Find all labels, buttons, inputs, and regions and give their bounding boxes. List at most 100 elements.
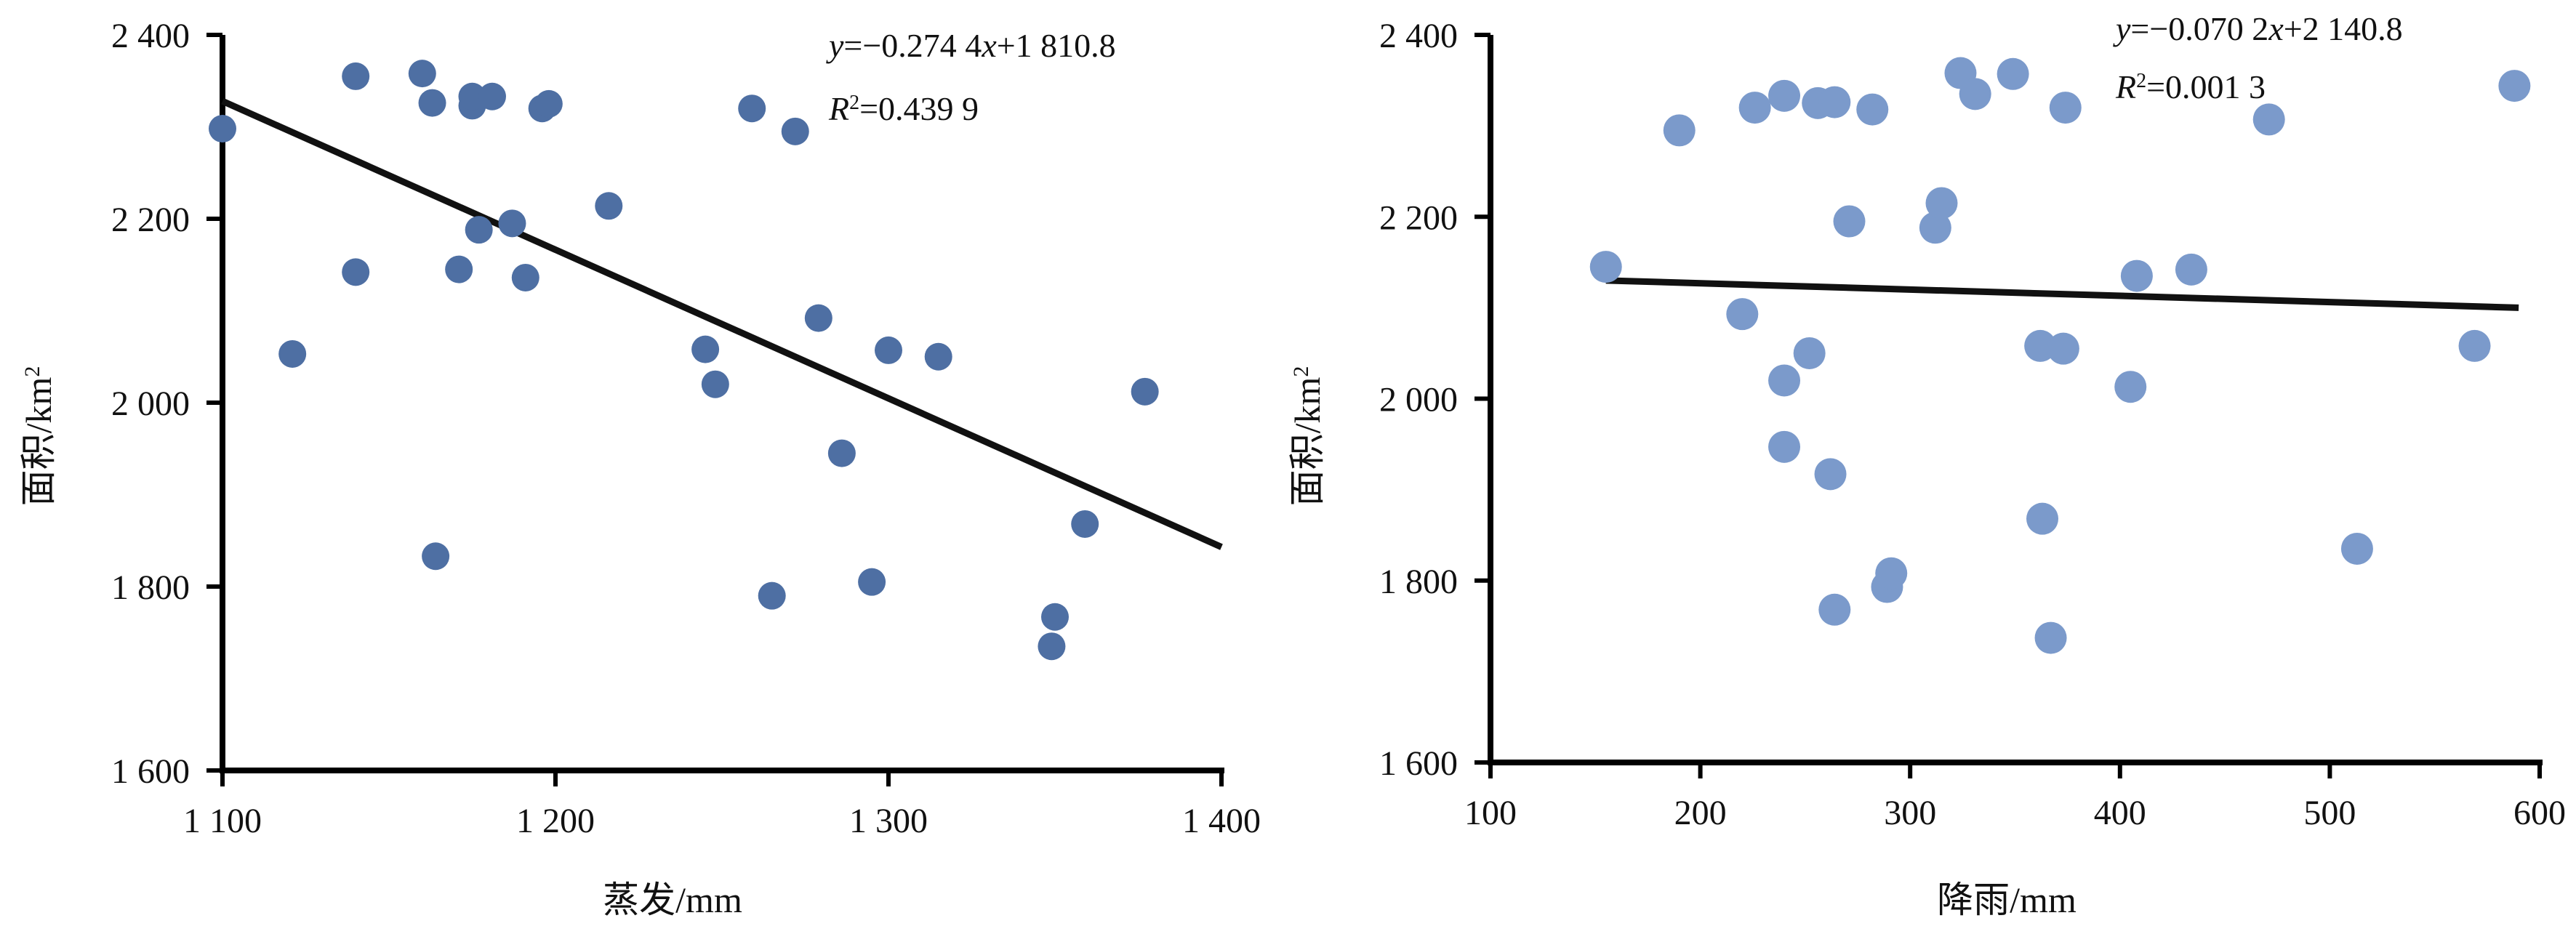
rainfall-data-point	[2175, 253, 2207, 286]
evaporation-data-point	[875, 336, 902, 364]
evaporation-data-point	[465, 216, 493, 244]
rainfall-data-point	[1768, 364, 1801, 397]
rainfall-y-tick-label: 2 400	[1379, 17, 1458, 55]
rainfall-data-point	[2049, 92, 2082, 124]
evaporation-y-tick-label: 2 200	[111, 201, 190, 239]
rainfall-data-point	[1833, 205, 1866, 238]
rainfall-data-point	[2340, 532, 2373, 565]
evaporation-data-point	[1071, 510, 1099, 538]
evaporation-data-point	[458, 82, 486, 110]
rainfall-data-point	[1589, 251, 1622, 283]
evaporation-y-tick-label: 1 600	[111, 752, 190, 791]
evaporation-data-point	[418, 89, 446, 117]
rainfall-data-point	[1818, 593, 1851, 626]
rainfall-data-point	[2458, 329, 2491, 362]
rainfall-data-point	[1814, 458, 1847, 491]
evaporation-data-point	[1041, 603, 1069, 631]
evaporation-chart-axes	[220, 35, 1224, 773]
rainfall-data-point	[2047, 332, 2079, 365]
rainfall-data-point	[1768, 430, 1801, 463]
rainfall-data-point	[1925, 187, 1958, 220]
rainfall-data-point	[2120, 259, 2153, 292]
evaporation-data-point	[278, 339, 307, 368]
evaporation-x-tick-label: 1 300	[849, 802, 928, 840]
evaporation-data-point	[342, 62, 370, 90]
evaporation-data-point	[924, 342, 952, 371]
evaporation-data-point	[408, 60, 436, 88]
evaporation-chart-trendline-group	[221, 97, 1223, 550]
evaporation-trendline	[221, 97, 1223, 550]
evaporation-equation: y=−0.274 4x+1 810.8	[826, 27, 1116, 64]
rainfall-data-point	[1768, 79, 1801, 112]
evaporation-data-point	[511, 263, 539, 291]
evaporation-x-tick-label: 1 100	[183, 802, 262, 840]
evaporation-y-tick-label: 2 400	[111, 17, 190, 55]
rainfall-x-tick-label: 100	[1464, 794, 1517, 832]
rainfall-data-point	[1738, 92, 1771, 124]
evaporation-data-point	[445, 255, 473, 283]
rainfall-r-squared: R2=0.001 3	[2115, 68, 2266, 105]
evaporation-chart-ticks: 1 600 1 800 2 000 2 200 2 400 1 100 1 200 1 300…	[111, 17, 1261, 840]
evaporation-data-point	[498, 209, 526, 238]
evaporation-data-point	[595, 192, 623, 220]
evaporation-data-point	[422, 542, 450, 571]
evaporation-data-point	[534, 89, 563, 118]
rainfall-y-tick-label: 1 600	[1379, 744, 1458, 783]
rainfall-data-point	[2252, 103, 2285, 136]
evaporation-data-point	[781, 117, 809, 145]
rainfall-data-point	[1856, 93, 1889, 126]
evaporation-data-point	[1038, 632, 1066, 661]
evaporation-chart: 1 600 1 800 2 000 2 200 2 400 1 100 1 200 1 300…	[18, 17, 1261, 920]
rainfall-chart-points	[1589, 57, 2531, 654]
rainfall-y-tick-label: 1 800	[1379, 563, 1458, 601]
rainfall-data-point	[1663, 114, 1696, 147]
rainfall-chart-trendline-group	[1605, 277, 2519, 311]
rainfall-y-tick-label: 2 200	[1379, 198, 1458, 237]
rainfall-data-point	[1919, 212, 1951, 244]
rainfall-data-point	[1875, 557, 1908, 589]
evaporation-data-point	[858, 568, 886, 596]
rainfall-data-point	[1793, 337, 1826, 369]
rainfall-y-axis-label: 面积/km2	[1287, 366, 1328, 507]
rainfall-data-point	[2034, 621, 2067, 654]
rainfall-data-point	[1726, 298, 1759, 331]
rainfall-data-point	[2026, 502, 2059, 535]
rainfall-chart: 1 600 1 800 2 000 2 200 2 400 100 200 300 400 500…	[1287, 10, 2566, 920]
rainfall-data-point	[1818, 86, 1851, 118]
rainfall-data-point	[2114, 371, 2147, 403]
evaporation-y-axis-label: 面积/km2	[18, 366, 59, 507]
rainfall-x-axis-label: 降雨/mm	[1937, 879, 2077, 920]
rainfall-trendline	[1605, 277, 2519, 311]
rainfall-equation: y=−0.070 2x+2 140.8	[2113, 10, 2403, 47]
rainfall-x-tick-label: 500	[2303, 794, 2356, 832]
evaporation-data-point	[209, 115, 236, 143]
rainfall-data-point	[1997, 57, 2029, 90]
rainfall-x-tick-label: 200	[1674, 794, 1727, 832]
evaporation-y-tick-label: 1 800	[111, 568, 190, 607]
evaporation-data-point	[342, 258, 370, 286]
rainfall-chart-ticks: 1 600 1 800 2 000 2 200 2 400 100 200 300 400 500…	[1379, 17, 2566, 832]
evaporation-x-tick-label: 1 200	[516, 802, 595, 840]
evaporation-chart-points	[209, 60, 1159, 661]
evaporation-data-point	[1131, 377, 1159, 406]
evaporation-data-point	[804, 304, 832, 332]
evaporation-data-point	[738, 94, 766, 123]
rainfall-x-tick-label: 400	[2094, 794, 2146, 832]
evaporation-data-point	[691, 335, 720, 363]
evaporation-data-point	[758, 581, 786, 610]
rainfall-data-point	[2498, 70, 2531, 102]
rainfall-x-tick-label: 600	[2513, 794, 2566, 832]
evaporation-data-point	[701, 370, 729, 398]
evaporation-data-point	[827, 439, 856, 467]
evaporation-r-squared: R2=0.439 9	[828, 90, 979, 127]
evaporation-x-axis-label: 蒸发/mm	[603, 879, 742, 920]
evaporation-x-tick-label: 1 400	[1182, 802, 1261, 840]
rainfall-data-point	[1959, 78, 1991, 110]
rainfall-y-tick-label: 2 000	[1379, 381, 1458, 419]
rainfall-chart-axes	[1488, 35, 2543, 765]
rainfall-x-tick-label: 300	[1884, 794, 1936, 832]
evaporation-data-point	[478, 82, 506, 110]
evaporation-y-tick-label: 2 000	[111, 385, 190, 423]
